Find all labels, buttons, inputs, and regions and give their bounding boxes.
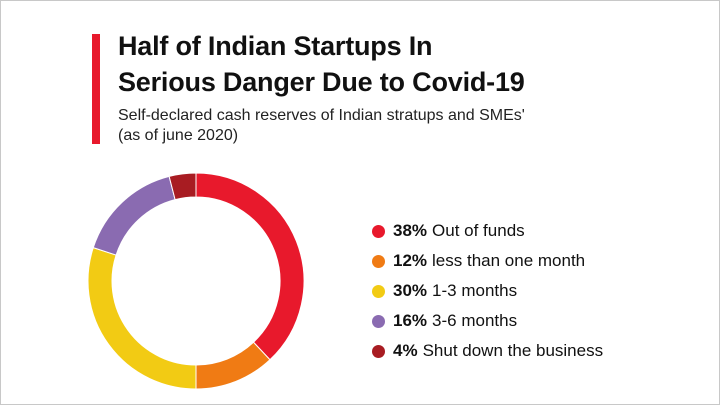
legend-item-5: 4% Shut down the business [372,336,692,366]
donut-slice-4 [92,175,176,256]
legend-label: 3-6 months [432,311,518,330]
legend-percent: 12% [393,251,428,270]
legend-label: less than one month [432,251,586,270]
legend-item-2: 12% less than one month [372,246,692,276]
chart-title: Half of Indian Startups In Serious Dange… [118,28,678,100]
title-line-1: Half of Indian Startups In [118,31,433,61]
legend-swatch [372,314,385,328]
legend-item-3: 30% 1-3 months [372,276,692,306]
legend-label: Shut down the business [422,341,604,360]
legend-swatch [372,344,385,358]
legend-item-1: 38% Out of funds [372,216,692,246]
legend-swatch [372,254,385,268]
donut-slice-1 [195,172,305,361]
accent-bar [92,34,100,144]
donut-slice-3 [87,246,197,390]
donut-slice-5 [168,172,197,201]
donut-chart [87,172,305,390]
title-line-2: Serious Danger Due to Covid-19 [118,67,525,97]
legend-percent: 38% [393,221,428,240]
legend-label: 1-3 months [432,281,518,300]
legend-item-4: 16% 3-6 months [372,306,692,336]
legend-swatch [372,284,385,298]
subtitle-line-2: (as of june 2020) [118,127,239,144]
legend-label: Out of funds [432,221,525,240]
subtitle-line-1: Self-declared cash reserves of Indian st… [118,107,525,124]
chart-subtitle: Self-declared cash reserves of Indian st… [118,106,678,146]
legend-percent: 30% [393,281,428,300]
donut-slice-2 [195,341,271,390]
legend-percent: 4% [393,341,418,360]
legend: 38% Out of funds 12% less than one month 30%… [372,216,692,366]
legend-percent: 16% [393,311,428,330]
legend-swatch [372,224,385,238]
